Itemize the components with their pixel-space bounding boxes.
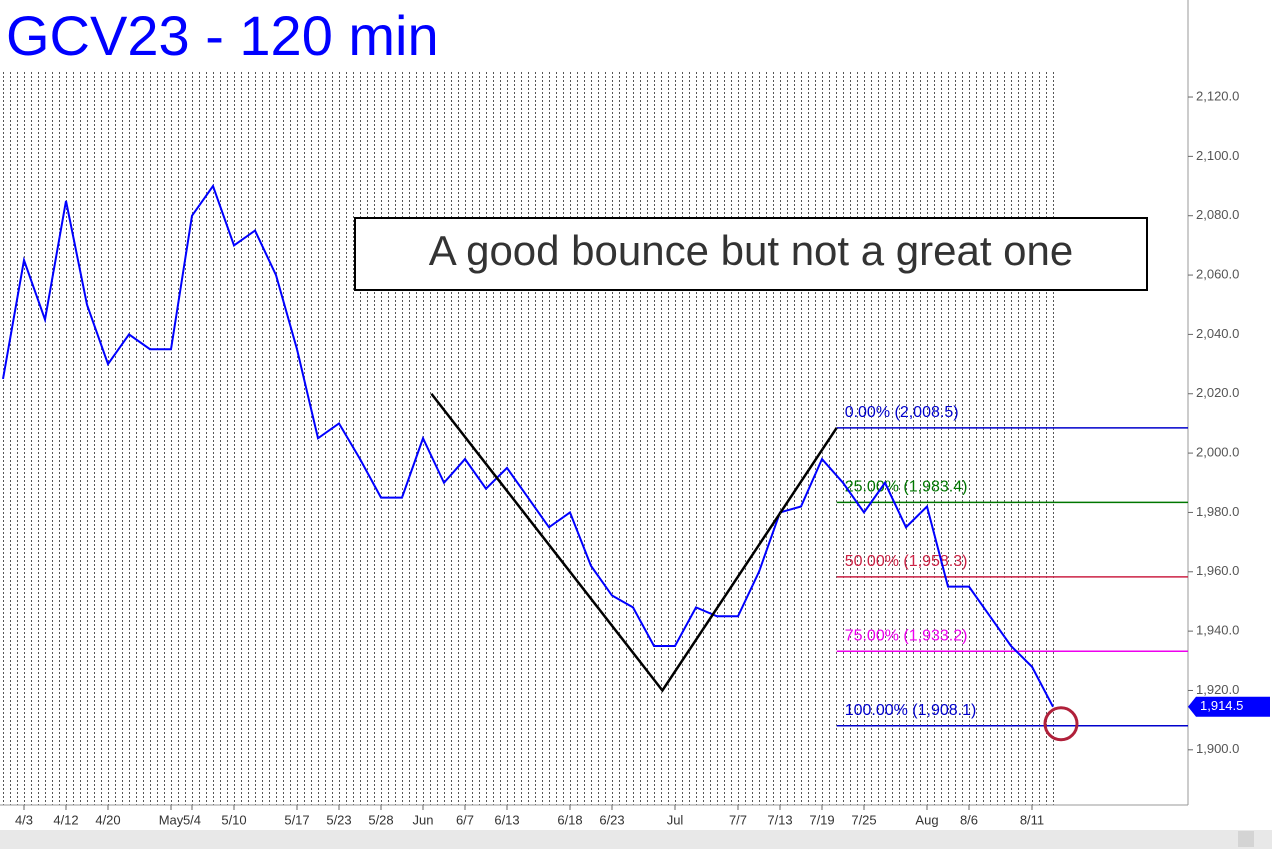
y-tick-label: 2,000.0 (1196, 445, 1239, 460)
x-tick-label: 7/19 (809, 812, 834, 827)
x-tick-label: 7/13 (767, 812, 792, 827)
x-tick-label: 6/18 (557, 812, 582, 827)
annotation: A good bounce but not a great one (429, 227, 1074, 274)
y-tick-label: 2,100.0 (1196, 148, 1239, 163)
price-tag-label: 1,914.5 (1200, 698, 1243, 713)
scrollbar[interactable] (0, 830, 1272, 849)
x-tick-label: 6/13 (494, 812, 519, 827)
chart-title: GCV23 - 120 min (6, 4, 439, 67)
x-tick-label: 5/4 (183, 812, 201, 827)
vertical-grid (0, 72, 1054, 805)
x-tick-label: 5/10 (221, 812, 246, 827)
x-tick-label: 7/25 (851, 812, 876, 827)
x-tick-label: 5/23 (326, 812, 351, 827)
y-tick-label: 2,020.0 (1196, 385, 1239, 400)
x-tick-label: 4/20 (95, 812, 120, 827)
y-tick-label: 1,900.0 (1196, 741, 1239, 756)
y-tick-label: 2,080.0 (1196, 207, 1239, 222)
scroll-arrow[interactable] (1238, 831, 1254, 847)
fib-label: 25.00% (1,983.4) (845, 479, 968, 496)
x-tick-label: 8/11 (1020, 812, 1044, 827)
x-tick-label: Jul (667, 812, 684, 827)
x-tick-label: 7/7 (729, 812, 747, 827)
price-line (2, 183, 1054, 708)
fib-label: 50.00% (1,958.3) (845, 553, 968, 570)
x-tick-label: 6/23 (599, 812, 624, 827)
price-tag (1188, 696, 1270, 717)
fib-label: 100.00% (1,908.1) (845, 702, 977, 719)
y-tick-label: 2,120.0 (1196, 88, 1239, 103)
highlight-circle (1043, 706, 1079, 742)
y-tick-label: 2,060.0 (1196, 266, 1239, 281)
x-tick-label: May (159, 812, 184, 827)
x-tick-label: 8/6 (960, 812, 978, 827)
x-tick-label: 4/3 (15, 812, 33, 827)
y-tick-label: 1,960.0 (1196, 563, 1239, 578)
x-tick-label: Aug (915, 812, 938, 827)
y-tick-label: 2,040.0 (1196, 326, 1239, 341)
fib-label: 0.00% (2,008.5) (845, 404, 959, 421)
y-tick-label: 1,920.0 (1196, 682, 1239, 697)
x-tick-label: 5/28 (368, 812, 393, 827)
annotation-box (354, 217, 1148, 291)
y-tick-label: 1,940.0 (1196, 623, 1239, 638)
fib-label: 75.00% (1,933.2) (845, 628, 968, 645)
x-tick-label: 5/17 (284, 812, 309, 827)
x-tick-label: Jun (413, 812, 434, 827)
x-tick-label: 6/7 (456, 812, 474, 827)
y-tick-label: 1,980.0 (1196, 504, 1239, 519)
zigzag (430, 392, 838, 693)
x-tick-label: 4/12 (53, 812, 78, 827)
